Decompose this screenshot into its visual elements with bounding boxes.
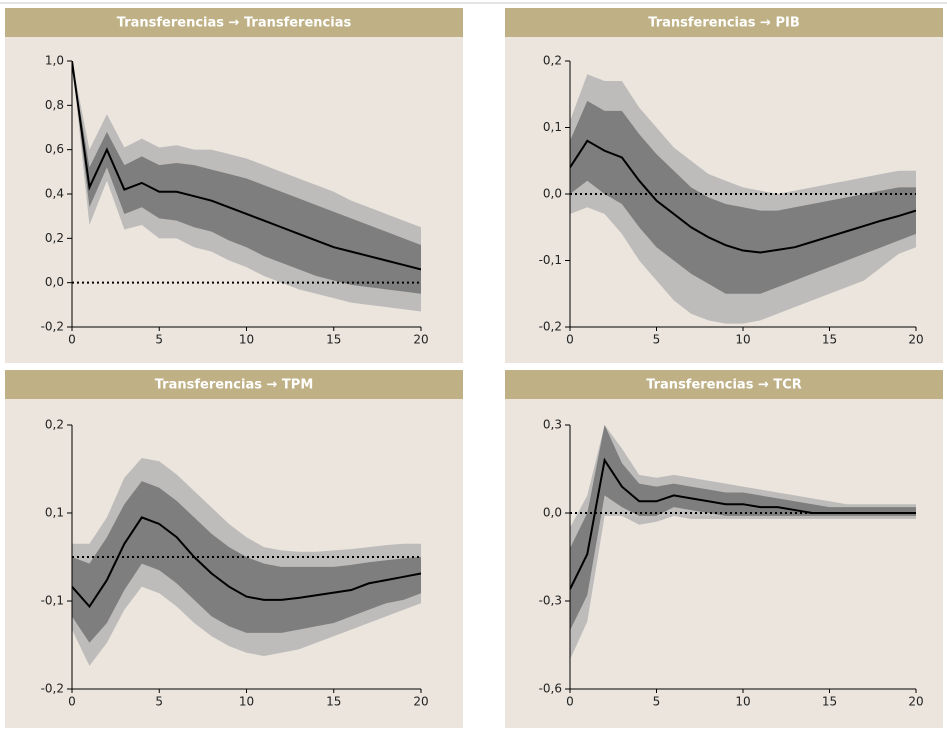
x-tick-label: 15: [326, 333, 341, 347]
response-line: [72, 516, 421, 609]
confidence-band: [72, 481, 421, 643]
response-line: [570, 139, 916, 254]
x-tick-label: 0: [566, 333, 574, 347]
y-tick-label: -0,6: [539, 682, 562, 696]
confidence-band: [570, 100, 916, 294]
x-tick-label: 10: [239, 333, 254, 347]
y-tick-label: 0,4: [45, 187, 64, 201]
confidence-band: [570, 425, 916, 631]
confidence-band: [72, 61, 421, 294]
plot-area: [72, 458, 421, 666]
chart-panel: Transferencias → TPM -0,2 -0,1 0,1 0,2 0 5 10 15…: [5, 370, 463, 728]
x-tick-label: 15: [822, 695, 837, 709]
x-tick-label: 10: [735, 695, 750, 709]
y-tick-label: 0,0: [543, 187, 562, 201]
y-tick-label: -0,2: [41, 320, 64, 334]
plot-area: [570, 74, 916, 324]
chart-title: Transferencias → TCR: [646, 378, 802, 393]
title-bar: [5, 370, 463, 399]
x-tick-label: 15: [822, 333, 837, 347]
y-tick-label: 1,0: [45, 54, 64, 68]
y-tick-label: -0,2: [41, 682, 64, 696]
y-tick-label: -0,1: [539, 253, 562, 267]
x-tick-label: 20: [413, 695, 428, 709]
x-tick-label: 20: [908, 333, 923, 347]
x-tick-label: 5: [653, 333, 661, 347]
x-tick-label: 20: [908, 695, 923, 709]
chart-title: Transferencias → TPM: [155, 378, 314, 393]
response-line: [72, 61, 421, 271]
x-tick-label: 10: [735, 333, 750, 347]
x-tick-label: 0: [68, 333, 76, 347]
title-bar: [505, 8, 943, 37]
title-bar: [5, 8, 463, 37]
chart-panel: Transferencias → Transferencias -0,2 0,0 0,…: [5, 8, 463, 363]
chart-panel: Transferencias → PIB -0,2 -0,1 0,0 0,1 0,2 0 5 1…: [505, 8, 943, 363]
y-tick-label: -0,2: [539, 320, 562, 334]
x-tick-label: 20: [413, 333, 428, 347]
x-tick-label: 0: [566, 695, 574, 709]
title-bar: [505, 370, 943, 399]
y-tick-label: 0,8: [45, 98, 64, 112]
x-tick-label: 0: [68, 695, 76, 709]
x-tick-label: 10: [239, 695, 254, 709]
x-tick-label: 15: [326, 695, 341, 709]
y-tick-label: 0,2: [543, 54, 562, 68]
y-tick-label: 0,2: [45, 418, 64, 432]
y-tick-label: -0,1: [41, 594, 64, 608]
plot-area: [570, 425, 916, 660]
response-line: [570, 457, 916, 590]
y-tick-label: 0,2: [45, 231, 64, 245]
x-tick-label: 5: [155, 333, 163, 347]
y-tick-label: 0,0: [45, 275, 64, 289]
y-tick-label: 0,1: [45, 505, 64, 519]
y-tick-label: 0,6: [45, 142, 64, 156]
confidence-band: [570, 425, 916, 660]
y-tick-label: 0,3: [543, 418, 562, 432]
y-tick-label: -0,3: [539, 594, 562, 608]
plot-area: [72, 61, 421, 312]
chart-title: Transferencias → PIB: [648, 16, 799, 31]
y-tick-label: 0,1: [543, 120, 562, 134]
y-tick-label: 0,0: [543, 506, 562, 520]
x-tick-label: 5: [653, 695, 661, 709]
chart-title: Transferencias → Transferencias: [117, 16, 352, 31]
chart-panel: Transferencias → TCR -0,6 -0,3 0,0 0,3 0 5 10 15…: [505, 370, 943, 728]
x-tick-label: 5: [155, 695, 163, 709]
